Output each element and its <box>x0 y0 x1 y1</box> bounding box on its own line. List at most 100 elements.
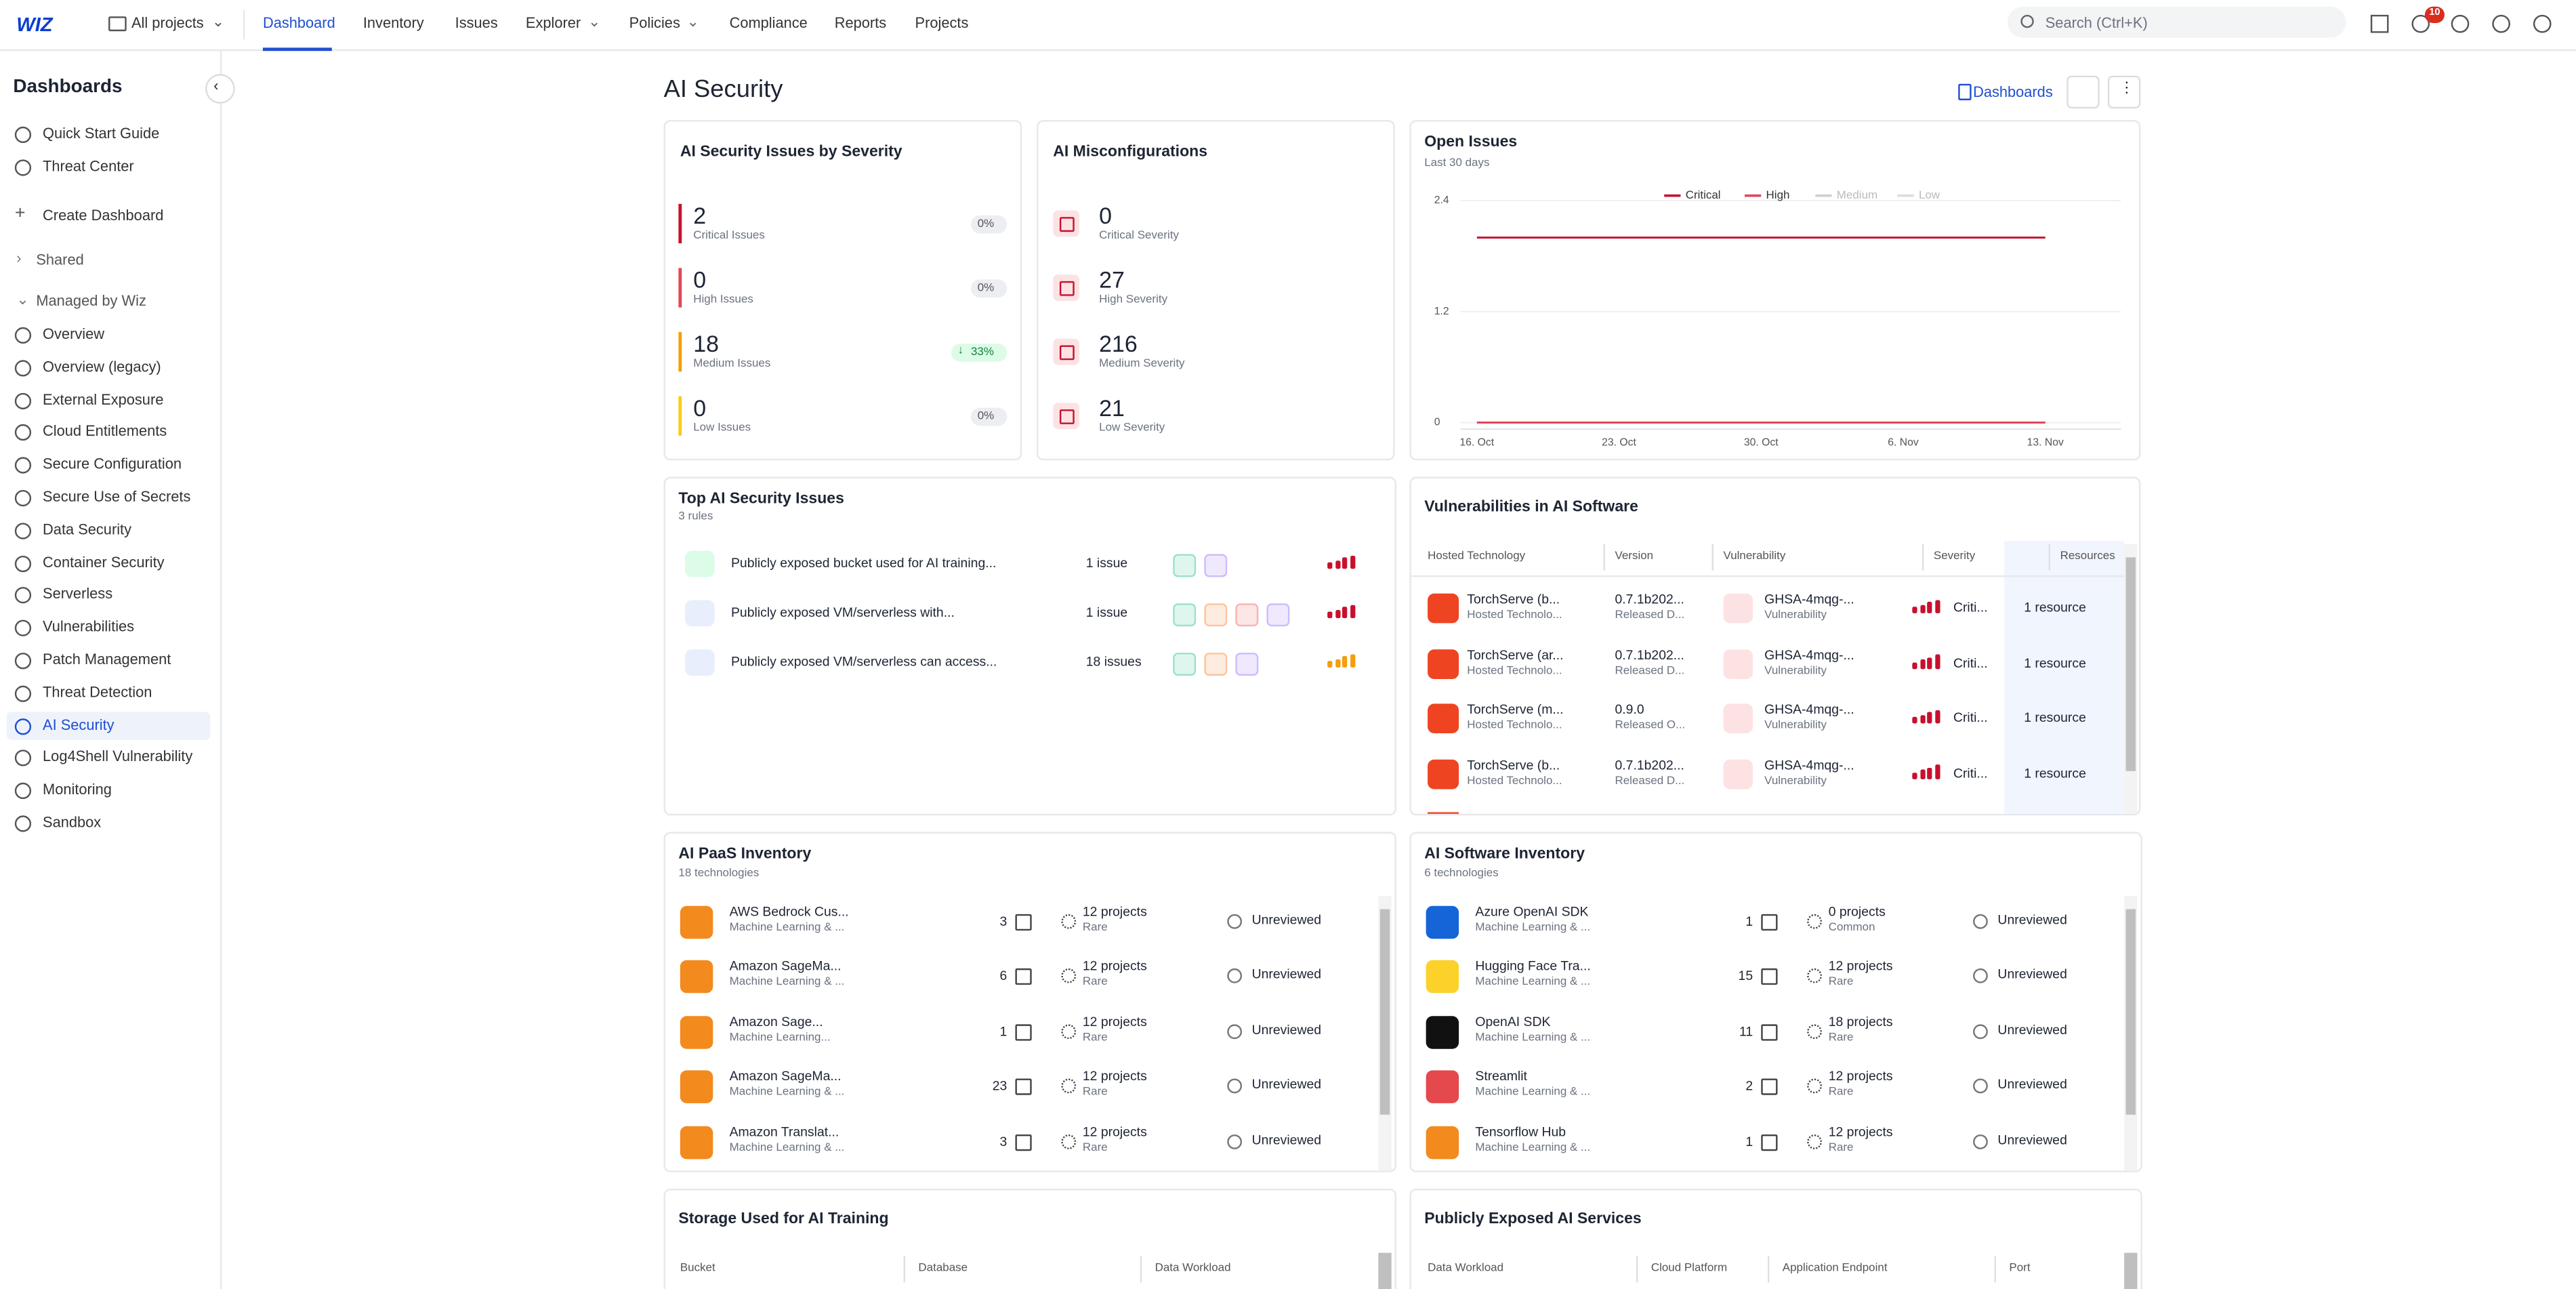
tech-name[interactable]: Streamlit <box>1475 1069 1527 1084</box>
nav-tab[interactable]: Policies <box>629 14 680 32</box>
sidebar-item[interactable]: Overview <box>43 325 105 342</box>
project-selector[interactable]: All projects <box>131 14 204 32</box>
nav-tab[interactable]: Compliance <box>729 14 808 32</box>
tech-name[interactable]: TorchServe (b... <box>1467 757 1560 773</box>
chevron: › <box>16 249 22 267</box>
rule-name[interactable]: Publicly exposed bucket used for AI trai… <box>730 555 997 571</box>
sidebar-item[interactable]: Secure Use of Secrets <box>43 488 191 505</box>
resources[interactable]: 1 resource <box>2024 655 2086 670</box>
status[interactable]: Unreviewed <box>1251 912 1322 928</box>
header-divider <box>1603 544 1605 571</box>
tech-name[interactable]: Amazon Translat... <box>729 1124 839 1139</box>
sidebar-item[interactable]: Log4Shell Vulnerability <box>43 748 193 766</box>
sidebar-item[interactable]: External Exposure <box>43 390 164 407</box>
issue-count: 1 issue <box>1085 605 1128 620</box>
tech-name[interactable]: Hugging Face Tra... <box>1475 959 1591 975</box>
vuln-id[interactable]: GHSA-4mqg-... <box>1764 592 1854 607</box>
tech-name[interactable]: TorchServe (m... <box>1467 701 1564 717</box>
status-icon <box>1227 914 1243 929</box>
tech-name[interactable]: Azure OpenAI SDK <box>1475 904 1589 920</box>
sidebar-item[interactable]: Threat Detection <box>43 683 152 700</box>
sidebar-item[interactable]: Create Dashboard <box>43 207 164 224</box>
status[interactable]: Unreviewed <box>1997 912 2067 928</box>
resources[interactable]: 1 resource <box>2024 710 2086 725</box>
status[interactable]: Unreviewed <box>1251 1132 1322 1147</box>
tech-icon <box>1428 649 1459 678</box>
nav-tab[interactable]: Issues <box>455 14 498 32</box>
column-header: Cloud Platform <box>1650 1263 1728 1275</box>
status[interactable]: Unreviewed <box>1997 1077 2067 1092</box>
search-input[interactable]: Search (Ctrl+K) <box>2045 14 2148 32</box>
sidebar-item[interactable]: Serverless <box>43 586 113 602</box>
sidebar-icon <box>14 392 32 409</box>
resource-count: 1 <box>1745 1133 1753 1149</box>
check-box <box>1059 345 1075 361</box>
sidebar-item[interactable]: Shared <box>36 251 84 268</box>
resource-icon <box>1204 554 1228 577</box>
status[interactable]: Unreviewed <box>1997 1132 2067 1147</box>
tech-name[interactable]: Amazon SageMa... <box>729 1069 842 1084</box>
nav-tab[interactable]: Explorer <box>525 14 581 32</box>
column-header: Application Endpoint <box>1782 1263 1888 1275</box>
tech-name[interactable]: TorchServe (ar... <box>1467 647 1564 662</box>
tech-name[interactable]: OpenAI SDK <box>1475 1014 1551 1029</box>
severity-bar <box>1349 604 1355 619</box>
resource-icon <box>1173 554 1197 577</box>
severity-bar <box>1919 659 1925 669</box>
sidebar-item[interactable]: AI Security <box>43 716 115 733</box>
tech-category: Machine Learning & ... <box>1475 1087 1591 1099</box>
resources[interactable]: 1 resource <box>2024 765 2086 781</box>
sidebar-item[interactable]: Patch Management <box>43 651 171 668</box>
version-status: Released D... <box>1615 775 1685 787</box>
status[interactable]: Unreviewed <box>1251 1022 1322 1038</box>
resources[interactable]: 1 resource <box>2024 600 2086 615</box>
vuln-id[interactable]: GHSA-4mqg-... <box>1764 647 1854 662</box>
sidebar-item[interactable]: Monitoring <box>43 781 112 798</box>
status[interactable]: Unreviewed <box>1251 967 1322 983</box>
rule-name[interactable]: Publicly exposed VM/serverless can acces… <box>730 654 997 670</box>
rule-name[interactable]: Publicly exposed VM/serverless with... <box>730 605 955 620</box>
sidebar-item[interactable]: Container Security <box>43 553 165 570</box>
resource-icon <box>1761 1133 1778 1151</box>
nav-tab[interactable]: Inventory <box>362 14 424 32</box>
nav-tab[interactable]: Reports <box>834 14 887 32</box>
severity-bar <box>1927 712 1932 724</box>
sidebar-item[interactable]: Data Security <box>43 520 132 537</box>
projects: 12 projects <box>1828 1069 1893 1084</box>
search-box <box>2007 6 2346 38</box>
sidebar-item[interactable]: Cloud Entitlements <box>43 423 167 440</box>
tech-name[interactable]: Amazon Sage... <box>729 1014 823 1029</box>
nav-tab[interactable]: Dashboard <box>262 14 335 32</box>
tech-name[interactable]: Tensorflow Hub <box>1475 1124 1566 1139</box>
column-header: Data Workload <box>1428 1263 1504 1275</box>
dashboards-button[interactable]: Dashboards <box>1973 83 2053 100</box>
column-header: Database <box>918 1263 968 1275</box>
vuln-id[interactable]: GHSA-4mqg-... <box>1764 701 1854 717</box>
nav-tab[interactable]: Projects <box>915 14 969 32</box>
status[interactable]: Unreviewed <box>1997 1022 2067 1038</box>
tech-name[interactable]: AWS Bedrock Cus... <box>729 904 849 920</box>
sidebar-item[interactable]: Quick Start Guide <box>43 125 160 142</box>
caret: ⌄ <box>588 13 601 30</box>
status[interactable]: Unreviewed <box>1251 1077 1322 1092</box>
folder-icon <box>108 16 127 32</box>
y-tick-label: 1.2 <box>1434 306 1449 317</box>
header-divider <box>903 1256 906 1283</box>
severity-bar <box>1927 766 1932 779</box>
dashboards-icon <box>1958 83 1972 100</box>
sidebar-icon <box>14 750 32 767</box>
status[interactable]: Unreviewed <box>1997 967 2067 983</box>
card-title: Open Issues <box>1424 133 1518 152</box>
sidebar-item[interactable]: Managed by Wiz <box>36 292 146 310</box>
tech-name[interactable]: Amazon SageMa... <box>729 959 842 975</box>
sidebar-item[interactable]: Vulnerabilities <box>43 618 135 635</box>
sidebar-item[interactable]: Secure Configuration <box>43 455 182 472</box>
x-tick-label: 30. Oct <box>1744 436 1779 448</box>
sidebar-item[interactable]: Overview (legacy) <box>43 358 161 375</box>
sidebar-item[interactable]: Sandbox <box>43 813 102 831</box>
vuln-id[interactable]: GHSA-4mqg-... <box>1764 757 1854 773</box>
tech-name[interactable]: TorchServe (b... <box>1467 592 1560 607</box>
card-subtitle: Last 30 days <box>1424 157 1490 169</box>
tech-icon <box>1428 703 1459 733</box>
sidebar-item[interactable]: Threat Center <box>43 157 134 175</box>
